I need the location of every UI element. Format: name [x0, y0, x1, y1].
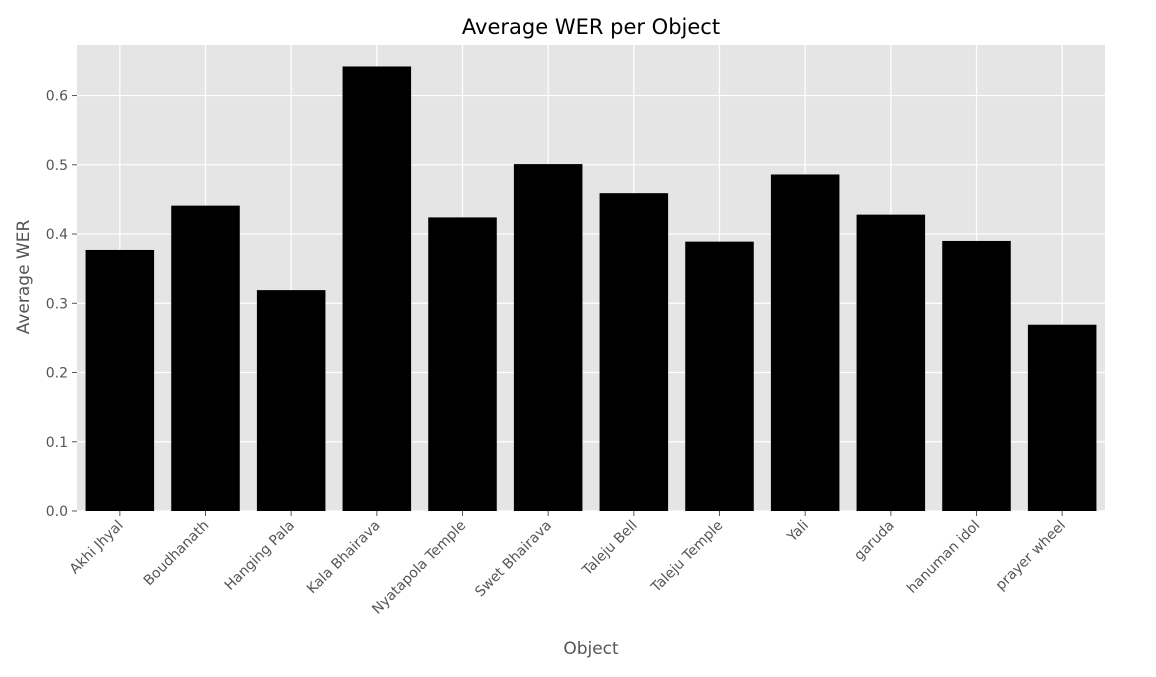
y-axis-label: Average WER — [14, 220, 34, 335]
x-tick-label: hanuman idol — [904, 518, 983, 597]
y-tick-label: 0.1 — [46, 435, 68, 451]
y-tick-label: 0.0 — [46, 504, 68, 520]
x-tick-label: Akhi Jhyal — [67, 518, 127, 578]
y-tick-label: 0.2 — [46, 366, 68, 382]
bar-taleju-temple — [685, 241, 754, 512]
x-tick-label: Taleju Temple — [648, 518, 727, 597]
x-tick-label: garuda — [851, 518, 897, 564]
bar-yali — [770, 174, 840, 511]
x-tick-label: prayer wheel — [993, 518, 1069, 594]
bar-kala-bhairava — [342, 66, 412, 511]
y-tick-label: 0.4 — [46, 227, 68, 243]
x-tick-label: Hanging Pala — [222, 518, 298, 594]
x-tick-label: Yali — [784, 518, 812, 546]
x-tick-label: Taleju Bell — [579, 518, 641, 580]
bar-akhi-jhyal — [85, 249, 155, 511]
bar-prayer-wheel — [1027, 324, 1097, 511]
y-tick-label: 0.6 — [46, 89, 68, 105]
x-axis-ticks: Akhi Jhyal Boudhanath Hanging Pala Kala Bha… — [67, 511, 1069, 618]
y-tick-label: 0.5 — [46, 158, 68, 174]
chart-title: Average WER per Object — [462, 15, 720, 39]
x-tick-label: Nyatapola Temple — [369, 518, 469, 618]
y-tick-label: 0.3 — [46, 296, 68, 312]
x-tick-label: Boudhanath — [141, 518, 213, 590]
bar-hanuman-idol — [942, 240, 1011, 511]
bar-boudhanath — [171, 205, 240, 511]
x-axis-label: Object — [563, 639, 619, 659]
x-tick-label: Swet Bhairava — [472, 518, 555, 601]
bar-swet-bhairava — [513, 164, 583, 511]
bars — [85, 66, 1097, 512]
bar-garuda — [856, 214, 926, 512]
plot-area — [77, 45, 1105, 511]
x-tick-label: Kala Bhairava — [304, 518, 384, 598]
bar-nyatapola-temple — [428, 217, 497, 511]
bar-taleju-bell — [599, 193, 669, 512]
y-axis-ticks: 0.0 0.1 0.2 0.3 0.4 0.5 0.6 — [46, 89, 77, 520]
bar-hanging-pala — [256, 290, 326, 511]
